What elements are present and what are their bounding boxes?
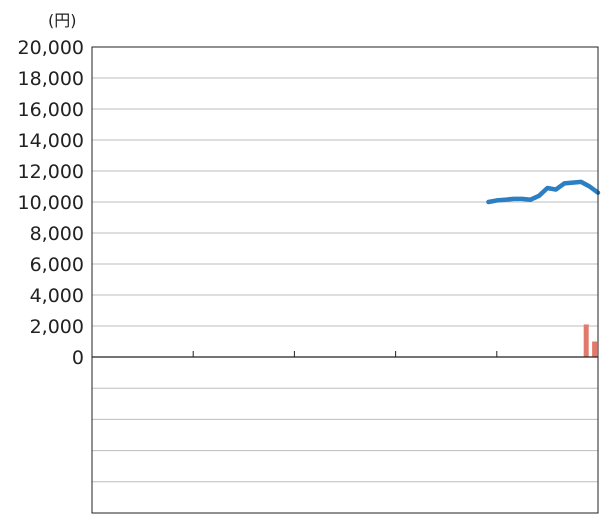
upper-grid — [92, 46, 598, 327]
y-tick-label: 20,000 — [18, 37, 84, 59]
y-axis-tick-labels: 0 2,000 4,000 6,000 8,000 10,000 12,000 14,000 1… — [18, 37, 84, 369]
lower-panel-grid — [92, 387, 598, 483]
y-tick-label: 6,000 — [30, 254, 84, 276]
price-line — [486, 179, 601, 205]
lower-panel-frame — [91, 356, 599, 514]
y-tick-label: 10,000 — [18, 192, 84, 214]
y-tick-label: 18,000 — [18, 68, 84, 90]
bar-mark — [592, 341, 598, 357]
y-tick-label: 2,000 — [30, 316, 84, 338]
y-tick-label: 4,000 — [30, 285, 84, 307]
y-unit-label: (円) — [48, 11, 77, 30]
bar-mark — [583, 324, 589, 357]
series-layer — [486, 179, 601, 357]
y-tick-label: 0 — [72, 347, 84, 369]
x-axis-ticks — [192, 351, 498, 357]
y-tick-label: 16,000 — [18, 99, 84, 121]
y-tick-label: 14,000 — [18, 130, 84, 152]
y-tick-label: 12,000 — [18, 161, 84, 183]
y-tick-label: 8,000 — [30, 223, 84, 245]
